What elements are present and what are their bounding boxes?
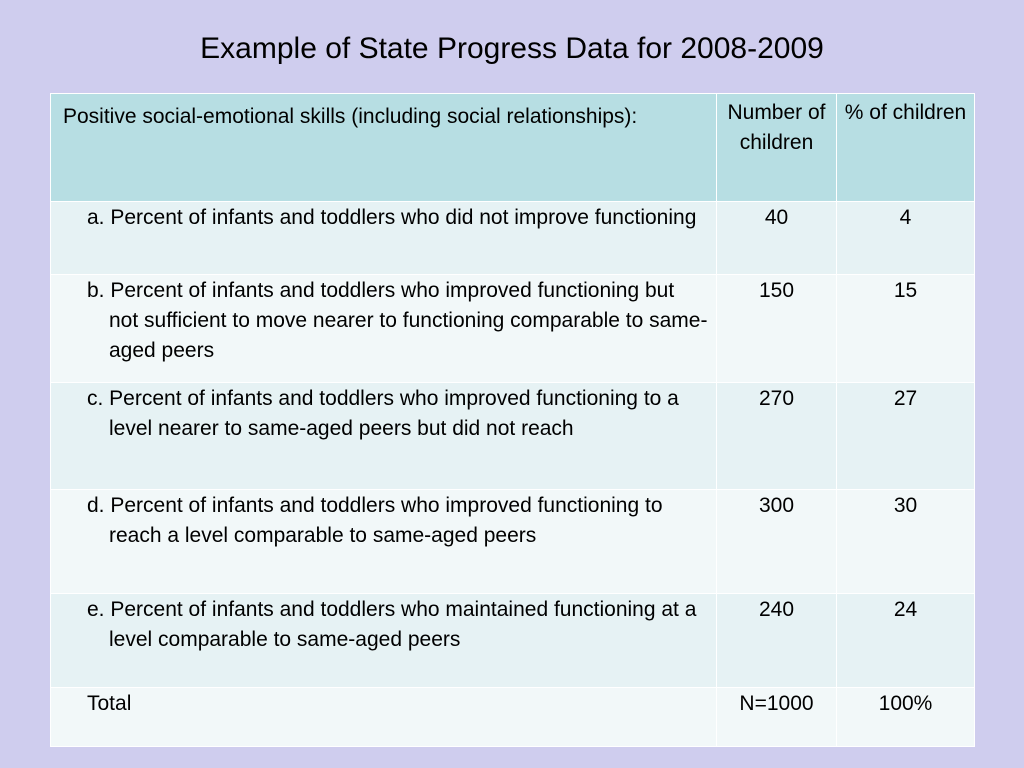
row-description-text: a. Percent of infants and toddlers who d… [87, 206, 697, 229]
row-number: 270 [716, 382, 837, 490]
total-number: N=1000 [716, 687, 837, 747]
row-percent: 27 [836, 382, 975, 490]
table-header-row: Positive social-emotional skills (includ… [50, 93, 975, 202]
row-number: 150 [716, 274, 837, 383]
column-header-percent: % of children [836, 93, 975, 202]
table-row: b. Percent of infants and toddlers who i… [50, 274, 975, 383]
row-number: 240 [716, 593, 837, 688]
table-row: d. Percent of infants and toddlers who i… [50, 489, 975, 594]
row-description-text: c. Percent of infants and toddlers who i… [87, 387, 679, 440]
row-description-text: d. Percent of infants and toddlers who i… [87, 494, 663, 547]
row-description: d. Percent of infants and toddlers who i… [50, 489, 717, 594]
table-row: c. Percent of infants and toddlers who i… [50, 382, 975, 490]
row-description-text: e. Percent of infants and toddlers who m… [87, 598, 697, 651]
outcome-heading: Positive social-emotional skills (includ… [50, 93, 717, 202]
row-description: b. Percent of infants and toddlers who i… [50, 274, 717, 383]
row-number: 300 [716, 489, 837, 594]
row-percent: 15 [836, 274, 975, 383]
total-label: Total [50, 687, 717, 747]
table-row: e. Percent of infants and toddlers who m… [50, 593, 975, 688]
progress-data-table: Positive social-emotional skills (includ… [50, 93, 975, 747]
total-percent: 100% [836, 687, 975, 747]
row-percent: 4 [836, 201, 975, 275]
row-description: c. Percent of infants and toddlers who i… [50, 382, 717, 490]
row-percent: 30 [836, 489, 975, 594]
row-description: e. Percent of infants and toddlers who m… [50, 593, 717, 688]
table-total-row: Total N=1000 100% [50, 687, 975, 747]
column-header-number: Number of children [716, 93, 837, 202]
row-percent: 24 [836, 593, 975, 688]
row-number: 40 [716, 201, 837, 275]
page-title: Example of State Progress Data for 2008-… [200, 32, 824, 65]
row-description: a. Percent of infants and toddlers who d… [50, 201, 717, 275]
table-row: a. Percent of infants and toddlers who d… [50, 201, 975, 275]
row-description-text: b. Percent of infants and toddlers who i… [87, 279, 708, 362]
